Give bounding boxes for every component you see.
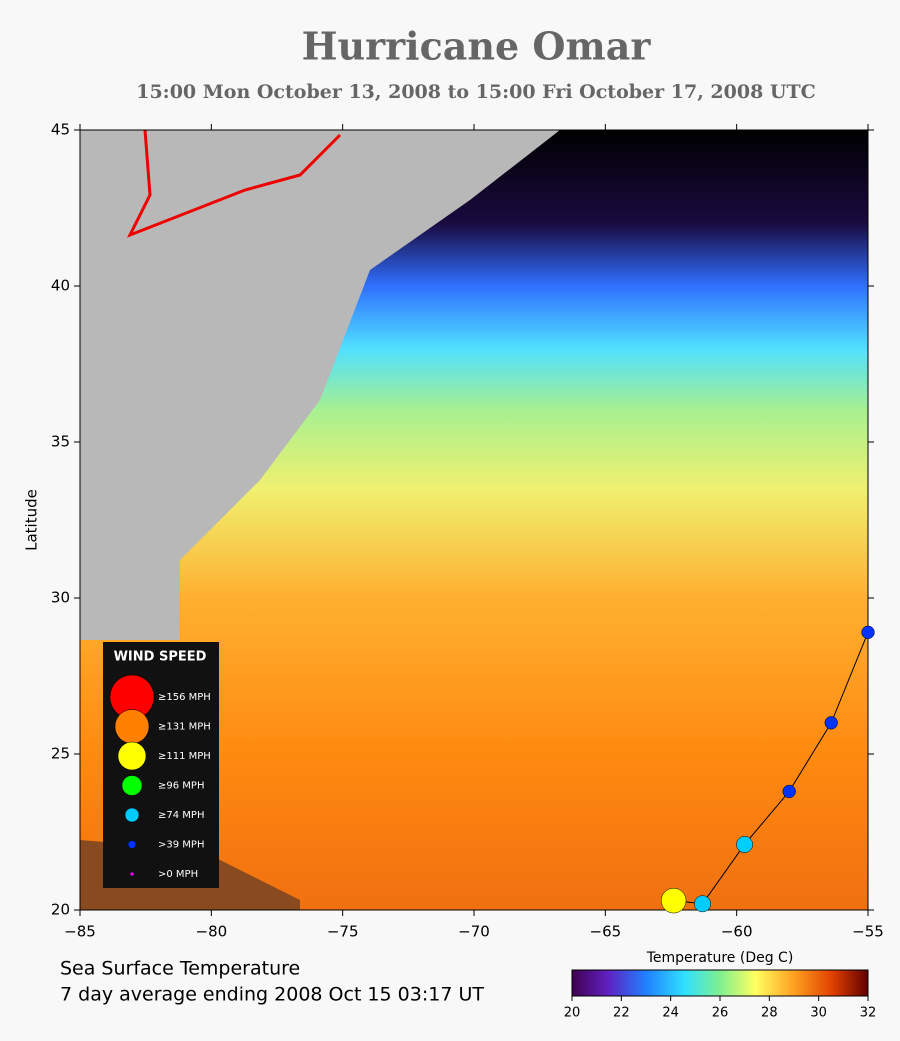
colorbar-tick-label: 32 [860, 1006, 877, 1021]
title: Hurricane Omar [302, 24, 652, 69]
legend-marker [121, 775, 143, 796]
colorbar-tick-label: 24 [662, 1006, 679, 1021]
x-tick-label: −80 [196, 923, 228, 941]
y-tick-label: 35 [51, 433, 70, 451]
y-tick-label: 40 [51, 277, 70, 295]
x-tick-label: −65 [590, 923, 622, 941]
y-tick-label: 20 [51, 901, 70, 919]
legend-marker [114, 709, 150, 744]
subtitle: 15:00 Mon October 13, 2008 to 15:00 Fri … [136, 81, 816, 103]
footer-line: 7 day average ending 2008 Oct 15 03:17 U… [60, 984, 484, 1006]
legend-marker [124, 807, 140, 823]
x-tick-label: −55 [852, 923, 884, 941]
colorbar [571, 969, 869, 997]
land [80, 130, 560, 640]
colorbar-tick-label: 22 [613, 1006, 630, 1021]
legend-marker [117, 741, 147, 771]
track-point [782, 784, 796, 799]
legend-marker [129, 871, 135, 877]
colorbar-tick-label: 30 [810, 1006, 827, 1021]
legend-label: ≥156 MPH [158, 692, 211, 703]
y-tick-label: 45 [51, 121, 70, 139]
track-point [660, 887, 687, 914]
y-tick-label: 25 [51, 745, 70, 763]
border [126, 129, 342, 238]
colorbar-tick-label: 26 [712, 1006, 729, 1021]
y-tick-label: 30 [51, 589, 70, 607]
colorbar-tick-label: 20 [564, 1006, 581, 1021]
legend-label: ≥111 MPH [158, 751, 211, 762]
colorbar-title: Temperature (Deg C) [646, 950, 794, 966]
legend-label: ≥96 MPH [158, 781, 204, 792]
track-point [736, 836, 753, 853]
track-point [824, 716, 838, 730]
footer-line: Sea Surface Temperature [60, 958, 300, 980]
legend-title: WIND SPEED [114, 650, 207, 665]
colorbar-tick-label: 28 [761, 1006, 778, 1021]
legend-label: >39 MPH [158, 840, 204, 851]
track-point [861, 625, 875, 639]
legend-label: ≥131 MPH [158, 722, 211, 733]
legend-label: >0 MPH [158, 869, 198, 880]
legend-marker [127, 840, 137, 849]
x-tick-label: −70 [458, 923, 490, 941]
y-axis-label: Latitude [23, 489, 41, 551]
track-point [694, 895, 711, 913]
x-tick-label: −75 [327, 923, 359, 941]
legend-label: ≥74 MPH [158, 810, 204, 821]
x-tick-label: −85 [64, 923, 96, 941]
x-tick-label: −60 [721, 923, 753, 941]
